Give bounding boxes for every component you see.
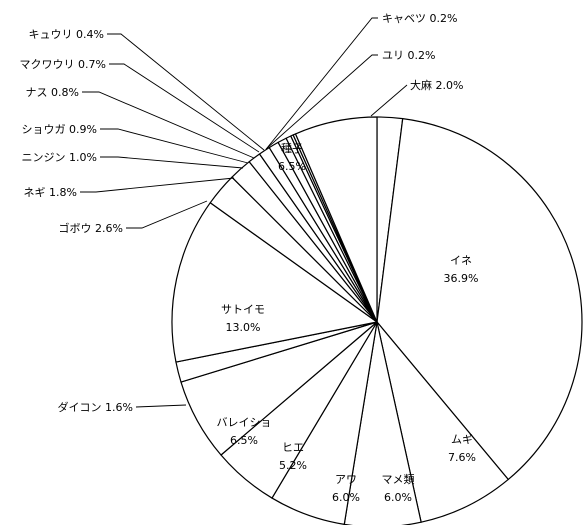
leader-line xyxy=(107,33,265,151)
pie-slice xyxy=(376,118,583,481)
slice-outside-label: ダイコン 1.6% xyxy=(58,400,133,414)
slice-name-label: イネ xyxy=(450,254,472,267)
pie-slice xyxy=(376,321,509,523)
leader-line xyxy=(266,17,378,149)
slice-outside-label: ショウガ 0.9% xyxy=(22,123,97,136)
leader-line xyxy=(82,91,255,159)
slice-outside-label: 大麻 2.0% xyxy=(410,78,463,92)
slice-name-label: マメ類 xyxy=(382,473,415,486)
pie-labels: 大麻 2.0% イネ 36.9% ムギ 7.6% マメ類 6.0% アワ 6.0% ヒエ 5.2% バ… xyxy=(20,12,479,504)
pie-slice xyxy=(171,202,378,363)
slice-value-label: 36.9% xyxy=(444,272,479,285)
slice-name-label: サトイモ xyxy=(221,303,265,316)
slice-outside-label: ナス 0.8% xyxy=(26,86,79,99)
slice-value-label: 13.0% xyxy=(226,321,261,334)
slice-outside-label: キュウリ 0.4% xyxy=(29,28,104,41)
leader-line xyxy=(100,128,249,164)
slice-outside-label: ニンジン 1.0% xyxy=(22,151,97,164)
slice-value-label: 6.5% xyxy=(230,434,258,447)
slice-name-label: バレイショ xyxy=(217,416,272,429)
leader-line xyxy=(109,63,260,153)
leader-line xyxy=(265,54,378,150)
slice-value-label: 6.5% xyxy=(278,160,306,173)
slice-value-label: 6.0% xyxy=(384,491,412,504)
slice-name-label: ヒエ xyxy=(282,441,304,454)
slice-outside-label: マクワウリ 0.7% xyxy=(20,58,106,71)
slice-outside-label: ネギ 1.8% xyxy=(24,186,77,199)
slice-name-label: アワ xyxy=(335,473,357,486)
pie-slice xyxy=(294,116,378,323)
leader-line xyxy=(135,404,187,408)
leader-line xyxy=(80,177,235,193)
leader-line xyxy=(370,84,408,117)
pie-slices xyxy=(171,116,583,525)
slice-value-label: 7.6% xyxy=(448,451,476,464)
leader-line xyxy=(100,156,244,169)
slice-name-label: ムギ xyxy=(451,433,473,446)
slice-value-label: 6.0% xyxy=(332,491,360,504)
slice-value-label: 5.2% xyxy=(279,459,307,472)
slice-outside-label: キャベツ 0.2% xyxy=(382,12,457,25)
slice-outside-label: ゴボウ 2.6% xyxy=(59,221,123,235)
slice-name-label: 種子 xyxy=(281,141,303,155)
slice-outside-label: ユリ 0.2% xyxy=(382,49,435,62)
leader-line xyxy=(126,200,208,229)
